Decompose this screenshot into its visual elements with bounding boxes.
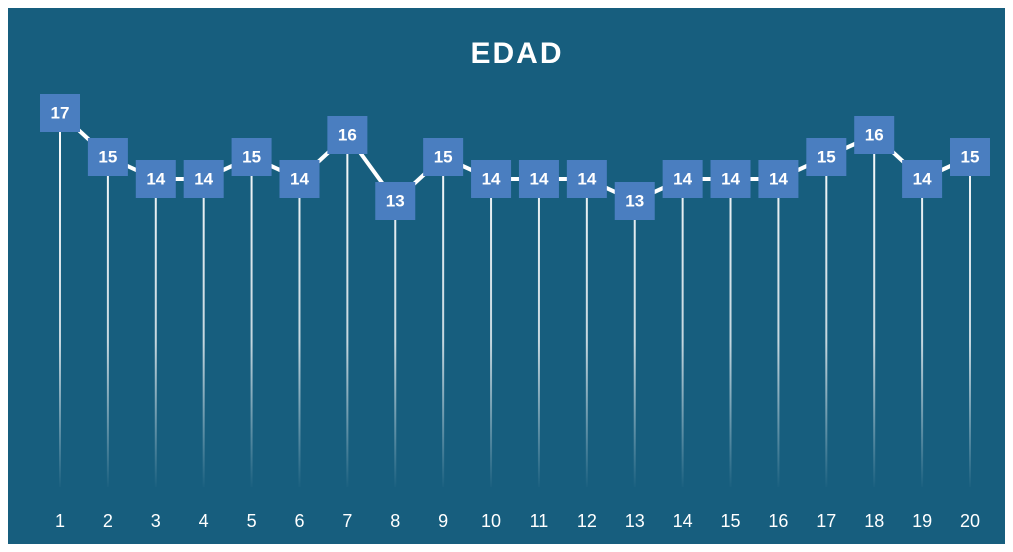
point-marker (471, 160, 512, 198)
x-tick-label: 12 (577, 511, 597, 531)
point-marker (423, 138, 464, 176)
data-label: 16 (865, 125, 884, 144)
point-marker (135, 160, 176, 198)
data-label: 14 (194, 169, 213, 188)
x-tick-label: 20 (960, 511, 980, 531)
x-tick-label: 8 (390, 511, 400, 531)
point-marker (375, 182, 416, 220)
chart-background (8, 8, 1005, 544)
point-marker (806, 138, 847, 176)
point-marker (327, 116, 368, 154)
point-marker (950, 138, 990, 176)
x-tick-label: 2 (103, 511, 113, 531)
data-label: 16 (338, 125, 357, 144)
point-marker (662, 160, 703, 198)
x-tick-label: 1 (55, 511, 65, 531)
point-marker (710, 160, 751, 198)
chart-title: EDAD (470, 37, 563, 70)
data-label: 14 (913, 169, 932, 188)
point-marker (87, 138, 128, 176)
data-label: 15 (98, 147, 117, 166)
data-label: 14 (673, 169, 692, 188)
data-label: 13 (386, 191, 405, 210)
point-marker (279, 160, 320, 198)
data-label: 14 (769, 169, 788, 188)
point-marker (183, 160, 224, 198)
x-tick-label: 6 (294, 511, 304, 531)
data-label: 15 (961, 147, 980, 166)
x-tick-label: 17 (816, 511, 836, 531)
x-tick-label: 10 (481, 511, 501, 531)
x-tick-label: 14 (673, 511, 693, 531)
point-marker (758, 160, 799, 198)
data-label: 14 (290, 169, 309, 188)
x-tick-label: 13 (625, 511, 645, 531)
x-tick-label: 9 (438, 511, 448, 531)
x-tick-label: 15 (721, 511, 741, 531)
data-label: 14 (529, 169, 548, 188)
point-marker (231, 138, 272, 176)
x-tick-label: 11 (530, 511, 549, 531)
point-marker (854, 116, 895, 154)
data-label: 15 (817, 147, 836, 166)
data-label: 14 (482, 169, 501, 188)
point-marker (40, 94, 80, 132)
x-tick-label: 16 (768, 511, 788, 531)
x-tick-label: 5 (247, 511, 257, 531)
x-tick-label: 19 (912, 511, 932, 531)
data-label: 17 (51, 103, 70, 122)
x-tick-label: 18 (864, 511, 884, 531)
point-marker (518, 160, 559, 198)
x-tick-label: 7 (342, 511, 352, 531)
data-label: 15 (242, 147, 261, 166)
x-tick-label: 3 (151, 511, 161, 531)
point-marker (902, 160, 943, 198)
data-label: 14 (146, 169, 165, 188)
data-label: 15 (434, 147, 453, 166)
point-marker (614, 182, 655, 220)
data-label: 14 (577, 169, 596, 188)
point-marker (566, 160, 607, 198)
data-label: 14 (721, 169, 740, 188)
data-label: 13 (625, 191, 644, 210)
x-tick-label: 4 (199, 511, 209, 531)
